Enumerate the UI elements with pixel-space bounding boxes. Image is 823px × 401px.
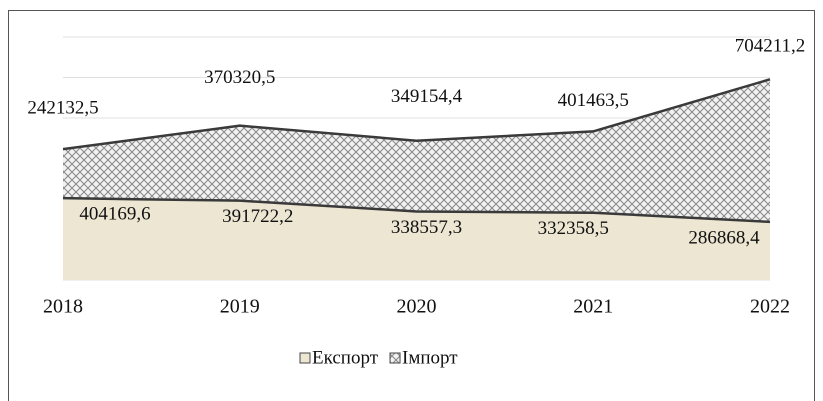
data-label: 332358,5 [538,218,609,239]
x-tick-label: 2018 [43,296,83,318]
data-label: 704211,2 [735,36,806,57]
data-label: 401463,5 [558,90,629,111]
x-tick-label: 2019 [220,296,260,318]
legend-label: Імпорт [402,347,458,368]
legend-label: Експорт [312,347,379,368]
area [63,79,770,222]
data-label: 404169,6 [79,204,150,225]
data-label: 286868,4 [688,227,760,248]
data-label: 349154,4 [391,86,463,107]
legend-swatch [389,352,401,364]
area-edge [62,78,771,151]
data-label: 391722,2 [222,206,293,227]
x-tick-label: 2021 [573,296,613,318]
legend: Експорт Імпорт [299,347,458,368]
data-label: 338557,3 [391,217,462,238]
x-tick-label: 2022 [750,296,790,318]
area [63,198,770,280]
area-edge [62,196,771,224]
data-label: 370320,5 [204,67,275,88]
data-label: 242132,5 [27,97,98,118]
x-tick-label: 2020 [397,296,437,318]
legend-swatch [299,352,311,364]
